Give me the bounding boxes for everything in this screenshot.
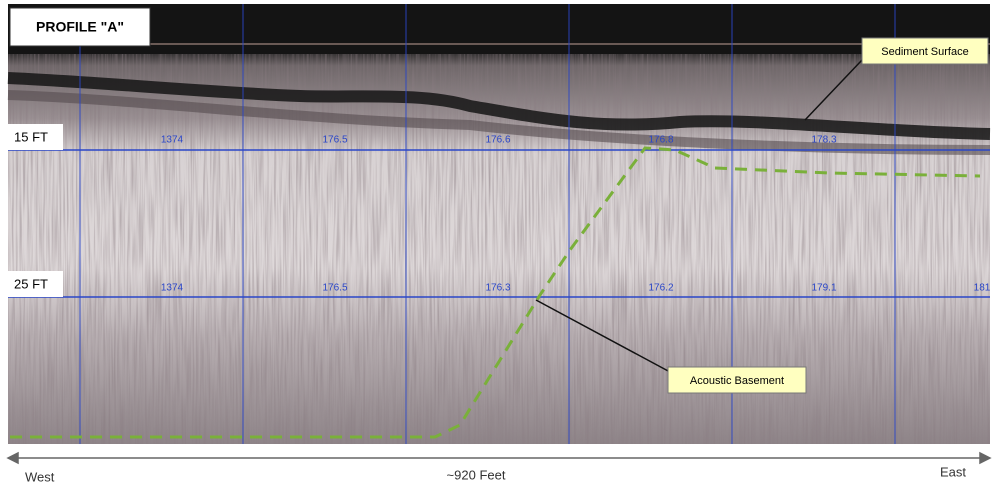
grid-number: 176.3 (485, 283, 510, 294)
east-label: East (940, 464, 966, 479)
grid-number: 178.3 (811, 135, 836, 146)
grid-number: 176.2 (648, 283, 673, 294)
sonar-image (8, 4, 990, 444)
grid-number: 181 (974, 283, 991, 294)
grid-number: 176.5 (322, 135, 347, 146)
depth-label: 15 FT (14, 129, 48, 144)
grid-number: 176.5 (322, 283, 347, 294)
callout-label: Sediment Surface (881, 46, 968, 58)
distance-label: ~920 Feet (447, 467, 506, 482)
west-label: West (25, 469, 55, 484)
grid-number: 1374 (161, 135, 184, 146)
page: 1374 176.5 176.6 176.8 178.3 1374 176.5 176.3 17… (0, 0, 995, 493)
depth-label: 25 FT (14, 276, 48, 291)
profile-figure: 1374 176.5 176.6 176.8 178.3 1374 176.5 176.3 17… (0, 0, 995, 488)
title: PROFILE "A" (36, 19, 124, 35)
grid-number: 176.8 (648, 135, 673, 146)
grid-number: 179.1 (811, 283, 836, 294)
grid-number: 176.6 (485, 135, 510, 146)
grid-number: 1374 (161, 283, 184, 294)
scale-arrow (8, 453, 990, 463)
callout-label: Acoustic Basement (690, 375, 784, 387)
